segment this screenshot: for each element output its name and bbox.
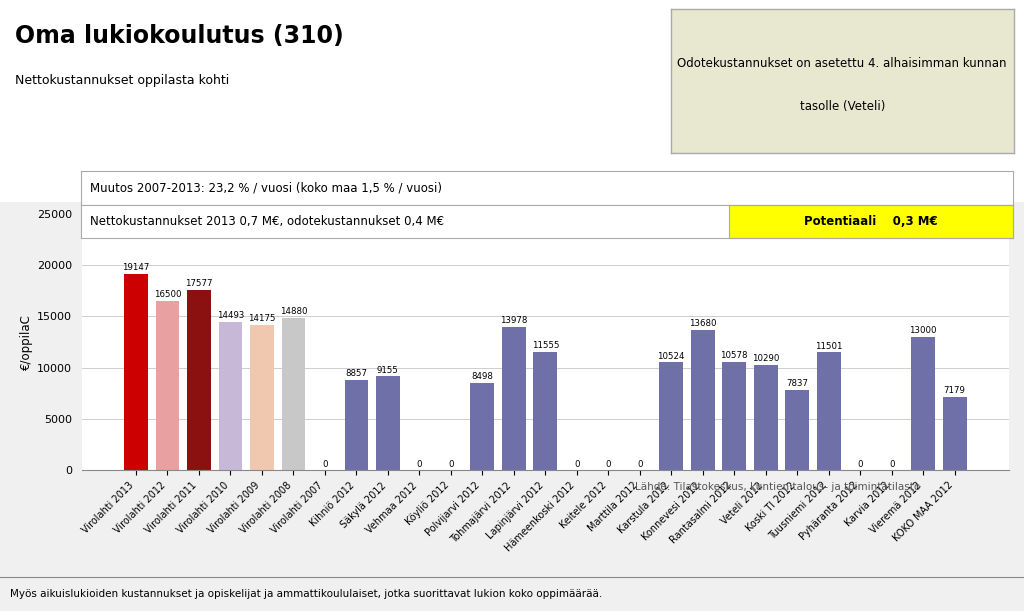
Text: 14880: 14880: [280, 307, 307, 316]
Text: Nettokustannukset 2013 0,7 M€, odotekustannukset 0,4 M€: Nettokustannukset 2013 0,7 M€, odotekust…: [90, 215, 444, 228]
Text: Odotekustannukset on asetettu 4. alhaisimman kunnan: Odotekustannukset on asetettu 4. alhaisi…: [678, 57, 1007, 70]
Text: 8857: 8857: [345, 368, 368, 378]
Bar: [470, 383, 495, 470]
Bar: [817, 353, 841, 470]
Text: Nettokustannukset oppilasta kohti: Nettokustannukset oppilasta kohti: [15, 74, 229, 87]
Text: 0: 0: [889, 460, 895, 469]
Text: 0: 0: [323, 460, 328, 469]
Text: 13000: 13000: [909, 326, 937, 335]
Text: 11501: 11501: [815, 342, 843, 351]
Bar: [659, 362, 683, 470]
Bar: [943, 397, 967, 470]
Bar: [124, 274, 147, 470]
Text: 11555: 11555: [531, 341, 559, 350]
Text: 14493: 14493: [217, 311, 244, 320]
Text: 10578: 10578: [721, 351, 748, 360]
Text: 0: 0: [449, 460, 454, 469]
Bar: [728, 205, 1013, 238]
Text: 0: 0: [637, 460, 642, 469]
Text: Muutos 2007-2013: 23,2 % / vuosi (koko maa 1,5 % / vuosi): Muutos 2007-2013: 23,2 % / vuosi (koko m…: [90, 181, 442, 194]
Text: 9155: 9155: [377, 365, 398, 375]
Text: 16500: 16500: [154, 290, 181, 299]
Text: 0: 0: [417, 460, 422, 469]
Text: 10290: 10290: [752, 354, 779, 363]
Y-axis label: €/oppilaC: €/oppilaC: [19, 314, 33, 370]
Bar: [250, 325, 273, 470]
Bar: [691, 330, 715, 470]
Bar: [911, 337, 935, 470]
Text: Potentiaali    0,3 M€: Potentiaali 0,3 M€: [804, 215, 938, 228]
Bar: [187, 290, 211, 470]
Bar: [785, 390, 809, 470]
Text: Myös aikuislukioiden kustannukset ja opiskelijat ja ammattikoululaiset, jotka su: Myös aikuislukioiden kustannukset ja opi…: [10, 589, 602, 599]
Text: 14175: 14175: [248, 314, 275, 323]
Text: 17577: 17577: [185, 279, 213, 288]
Text: 7179: 7179: [944, 386, 966, 395]
Text: 13680: 13680: [689, 319, 717, 328]
Text: Lähde: Tilastokeskus, kuntien talous- ja toimintatilasto: Lähde: Tilastokeskus, kuntien talous- ja…: [635, 482, 921, 492]
Text: 10524: 10524: [657, 351, 685, 360]
Bar: [282, 318, 305, 470]
Bar: [156, 301, 179, 470]
Bar: [218, 322, 242, 470]
Text: 7837: 7837: [786, 379, 808, 388]
Bar: [723, 362, 746, 470]
Bar: [534, 352, 557, 470]
Text: 13978: 13978: [500, 316, 527, 325]
Bar: [344, 379, 368, 470]
Bar: [502, 327, 525, 470]
Text: 0: 0: [574, 460, 580, 469]
Text: 0: 0: [605, 460, 611, 469]
Text: Oma lukiokoulutus (310): Oma lukiokoulutus (310): [15, 24, 344, 48]
Bar: [754, 365, 777, 470]
Text: 19147: 19147: [122, 263, 150, 272]
Text: tasolle (Veteli): tasolle (Veteli): [800, 100, 885, 113]
Text: 8498: 8498: [471, 372, 494, 381]
Bar: [376, 376, 399, 470]
Text: 0: 0: [857, 460, 863, 469]
